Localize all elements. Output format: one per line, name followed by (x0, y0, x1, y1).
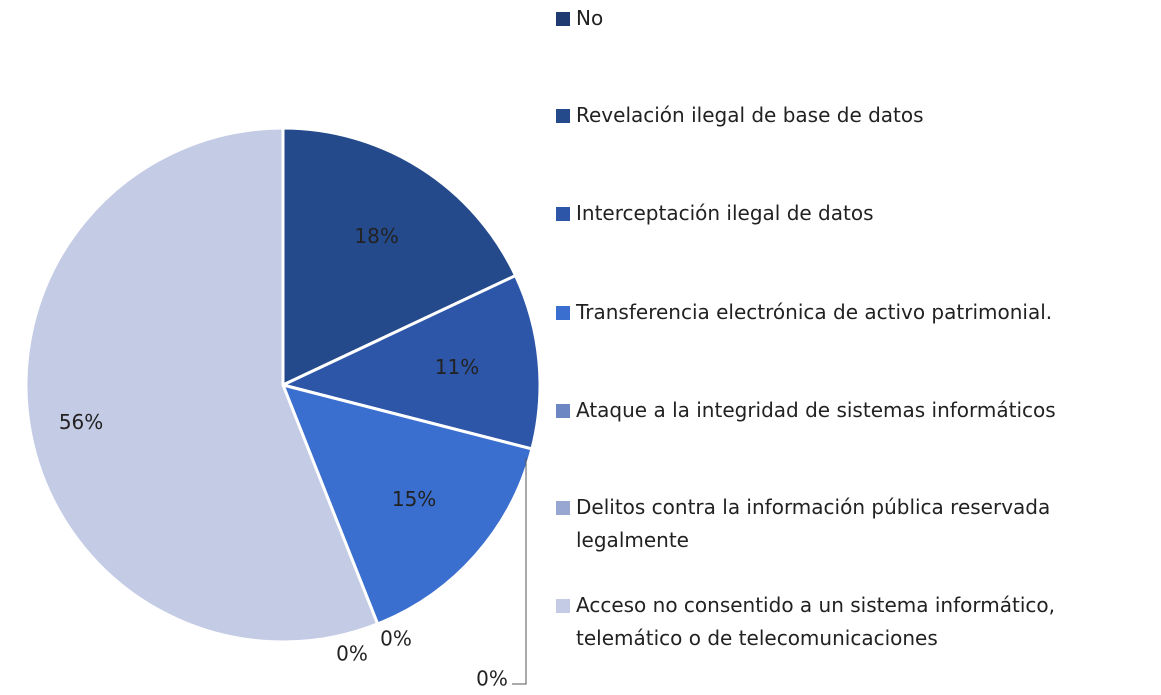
legend-item: No (556, 2, 1156, 35)
legend-label: Ataque a la integridad de sistemas infor… (576, 398, 1056, 422)
legend-label: Interceptación ilegal de datos (576, 201, 874, 225)
legend-label: Transferencia electrónica de activo patr… (576, 300, 1053, 324)
legend-swatch (556, 12, 570, 26)
data-label: 0% (476, 667, 508, 691)
legend-label: Acceso no consentido a un sistema inform… (576, 593, 1055, 650)
legend-swatch (556, 404, 570, 418)
data-label: 15% (392, 487, 436, 511)
legend-swatch (556, 109, 570, 123)
pie-slice (280, 382, 534, 626)
legend-item: Delitos contra la información pública re… (556, 491, 1156, 557)
legend-swatch (556, 599, 570, 613)
data-label: 18% (354, 224, 398, 248)
legend-swatch (556, 501, 570, 515)
legend-item: Acceso no consentido a un sistema inform… (556, 589, 1156, 655)
data-label: 56% (59, 410, 103, 434)
legend-label: Revelación ilegal de base de datos (576, 103, 924, 127)
legend-label: No (576, 6, 604, 30)
data-label: 0% (380, 627, 412, 651)
legend-item: Revelación ilegal de base de datos (556, 99, 1156, 132)
legend-item: Interceptación ilegal de datos (556, 197, 1156, 230)
legend-swatch (556, 207, 570, 221)
data-label: 11% (435, 355, 479, 379)
legend-item: Transferencia electrónica de activo patr… (556, 296, 1156, 329)
pie-slice (281, 126, 518, 388)
legend-label: Delitos contra la información pública re… (576, 495, 1051, 552)
pie-slice (278, 273, 542, 451)
leader-line (512, 458, 527, 685)
legend-swatch (556, 306, 570, 320)
pie-slice (24, 126, 380, 644)
legend-item: Ataque a la integridad de sistemas infor… (556, 394, 1156, 427)
data-label: 0% (336, 642, 368, 666)
